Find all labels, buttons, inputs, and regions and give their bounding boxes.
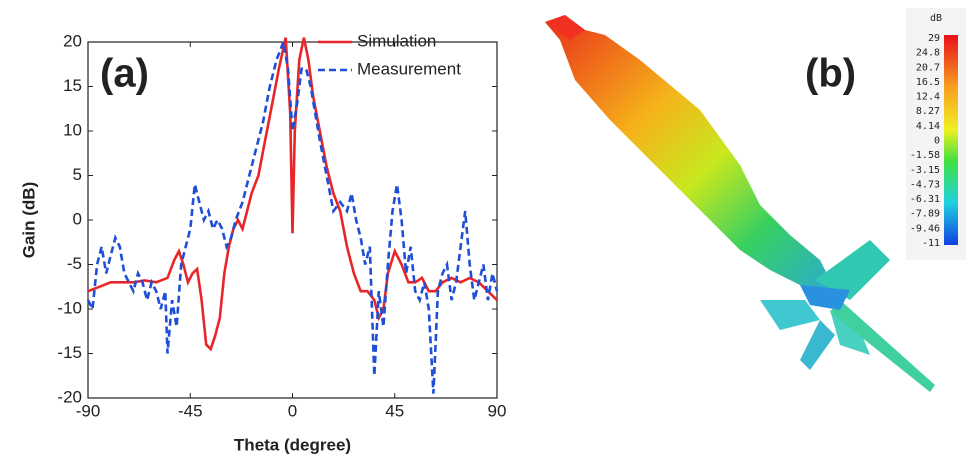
x-tick-label: 45	[385, 401, 404, 420]
colorbar-tick-label: -9.46	[910, 223, 940, 234]
colorbar-tick-label: -3.15	[910, 165, 940, 176]
colorbar-tick-label: -11	[922, 238, 940, 249]
y-tick-label: 20	[63, 31, 82, 50]
x-axis-label: Theta (degree)	[234, 435, 351, 454]
y-tick-label: -15	[57, 343, 82, 362]
colorbar-tick-label: 29	[928, 33, 940, 44]
colorbar-tick-label: 16.5	[916, 77, 940, 88]
panel-label: (a)	[100, 52, 149, 96]
x-tick-label: 0	[288, 401, 297, 420]
y-tick-label: 10	[63, 120, 82, 139]
colorbar-tick-label: 20.7	[916, 62, 940, 73]
colorbar-tick-label: -1.58	[910, 150, 940, 161]
x-tick-label: -45	[178, 401, 203, 420]
colorbar-title: dB	[930, 13, 942, 24]
y-tick-label: 15	[63, 76, 82, 95]
radiation-pattern	[545, 15, 935, 392]
y-tick-label: -5	[67, 254, 82, 273]
legend-label: Simulation	[357, 31, 436, 50]
y-tick-label: 0	[73, 209, 82, 228]
colorbar-tick-label: -7.89	[910, 209, 940, 220]
y-axis-label: Gain (dB)	[19, 182, 38, 259]
panel-label: (b)	[805, 52, 856, 96]
colorbar-tick-label: -4.73	[910, 179, 940, 190]
colorbar-tick-label: 0	[934, 136, 940, 147]
x-tick-label: -90	[76, 401, 101, 420]
x-tick-label: 90	[488, 401, 507, 420]
colorbar-tick-label: 8.27	[916, 106, 940, 117]
colorbar-tick-label: -6.31	[910, 194, 940, 205]
colorbar-tick-label: 12.4	[916, 92, 940, 103]
colorbar-tick-label: 4.14	[916, 121, 940, 132]
y-tick-label: -20	[57, 387, 82, 406]
legend-label: Measurement	[357, 59, 461, 78]
colorbar-tick-label: 24.8	[916, 48, 940, 59]
series-line	[86, 37, 499, 394]
y-tick-label: 5	[73, 165, 82, 184]
y-tick-label: -10	[57, 298, 82, 317]
series-line	[87, 37, 498, 352]
colorbar	[906, 8, 966, 260]
